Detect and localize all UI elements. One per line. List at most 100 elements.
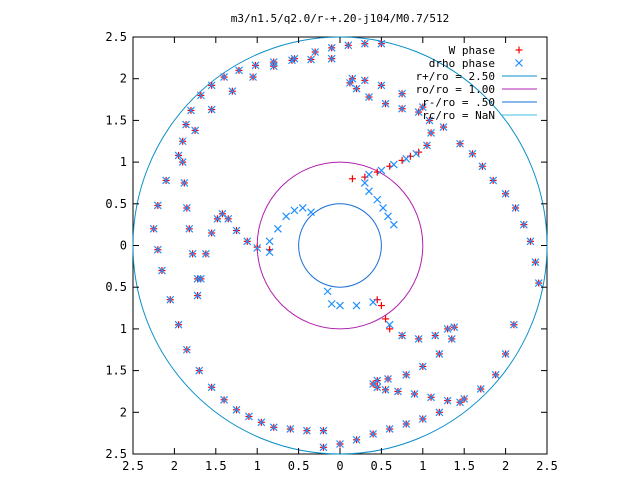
marker-d2 [369,380,378,388]
drho-phase-point [360,76,369,85]
marker-d2 [327,54,336,63]
y-tick-label: 0.5 [105,197,127,211]
drho-phase-point [435,408,444,417]
drho-phase-point [166,295,175,304]
drho-phase-point [346,78,354,87]
marker-d2 [265,237,274,246]
marker-d2 [377,166,386,175]
marker-d2 [394,387,402,396]
drho-phase-point [336,440,344,448]
marker-d2 [185,224,194,233]
drho-phase-point [501,189,510,198]
x-tick-label: 2.5 [536,459,558,473]
marker-d2 [243,237,252,246]
reference-circle-2 [298,203,382,288]
y-tick-label: 2.5 [105,30,127,44]
marker-d2 [515,59,523,67]
legend-label: rc/ro = NaN [422,109,495,122]
drho-phase-point [178,158,187,167]
drho-phase-point [526,237,535,246]
marker-d2 [153,245,162,254]
drho-phase-point [251,61,260,70]
marker-d2 [302,426,311,435]
drho-phase-point [193,274,202,283]
marker-d2 [385,320,394,329]
drho-phase-point [307,208,315,217]
w-phase-point [377,302,385,310]
marker-d2 [456,139,464,148]
marker-d2 [443,324,452,333]
marker-d2 [282,212,291,221]
drho-phase-point [153,201,162,210]
drho-phase-point [491,370,500,379]
marker-d2 [398,331,407,340]
marker-d2 [389,160,398,169]
marker-d2 [153,201,162,210]
drho-phase-point [381,99,390,108]
marker-d2 [149,224,158,233]
legend-marker-sample [515,59,523,67]
marker-d2 [269,423,278,432]
marker-d2 [365,93,373,101]
marker-d2 [501,189,510,198]
marker-d2 [352,301,361,310]
drho-phase-point [394,387,402,396]
drho-phase-point [201,249,210,258]
marker-d2 [414,334,423,343]
drho-phase-point [423,141,431,150]
marker-d2 [501,349,510,358]
drho-phase-point [389,160,398,169]
drho-phase-point [220,73,229,81]
marker-d2 [381,385,390,394]
marker-d2 [182,345,191,354]
marker-d2 [196,91,205,100]
drho-phase-point [478,162,487,171]
drho-phase-point [511,204,520,212]
drho-phase-point [220,395,229,404]
x-tick-label: 0.5 [371,459,393,473]
y-tick-label: 1 [120,322,127,336]
drho-phase-point [352,435,361,444]
marker-d2 [352,435,361,444]
marker-d2 [348,74,357,83]
drho-phase-point [369,298,378,307]
marker-d2 [369,298,378,307]
x-tick-label: 2 [502,459,509,473]
marker-d2 [158,266,166,275]
drho-phase-point [398,104,407,113]
drho-phase-point [307,55,315,64]
marker-d2 [182,204,191,212]
drho-phase-point [290,54,299,63]
marker-d2 [193,274,202,283]
drho-phase-point [360,39,369,48]
series-drho-phase [149,39,543,452]
marker-d2 [418,415,427,423]
drho-phase-point [180,179,189,187]
legend-label: drho phase [429,57,495,70]
marker-d2 [207,81,216,90]
y-tick-label: 1.5 [105,364,127,378]
legend-label: r-/ro = .50 [422,96,495,109]
marker-d2 [435,408,444,417]
marker-d2 [323,287,332,296]
drho-phase-point [509,320,518,329]
marker-d2 [509,320,518,329]
drho-phase-point [385,425,394,433]
marker-d2 [456,398,464,407]
marker-d2 [369,430,378,438]
marker-d2 [307,208,315,217]
marker-d2 [346,78,354,87]
marker-d2 [491,370,500,379]
marker-d2 [336,301,344,310]
drho-phase-point [290,206,299,215]
marker-d2 [381,99,390,108]
drho-phase-point [207,105,216,114]
marker-d2 [307,55,315,64]
drho-phase-point [195,366,204,375]
drho-phase-point [435,349,444,358]
drho-phase-point [182,345,191,354]
drho-phase-point [398,331,407,340]
marker-d2 [244,412,253,421]
drho-phase-point [352,301,361,310]
